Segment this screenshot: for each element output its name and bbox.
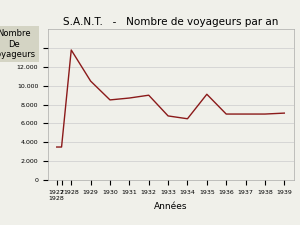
Text: Nombre
De
voyageurs: Nombre De voyageurs — [0, 29, 36, 59]
Title: S.A.N.T.   -   Nombre de voyageurs par an: S.A.N.T. - Nombre de voyageurs par an — [63, 17, 279, 27]
X-axis label: Années: Années — [154, 202, 188, 211]
